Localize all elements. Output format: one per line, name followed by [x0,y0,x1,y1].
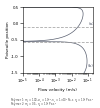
Text: (b): (b) [88,64,94,68]
Text: Polymer 1: m$_1$ = 100, $\alpha_1$ = 10$^{-2}$, n$_1$ = 1$\times$10$^3$ Pa.s  $\: Polymer 1: m$_1$ = 100, $\alpha_1$ = 10$… [10,97,94,105]
Y-axis label: Poiseuille position: Poiseuille position [6,22,10,58]
Text: Polymer 2: m$_2$ = 0.5, $\eta_2$ = 10$^2$ Pa.s$^n$: Polymer 2: m$_2$ = 0.5, $\eta_2$ = 10$^2… [10,101,57,108]
X-axis label: Flow velocity (m/s): Flow velocity (m/s) [38,88,77,92]
Text: (a): (a) [89,22,95,26]
